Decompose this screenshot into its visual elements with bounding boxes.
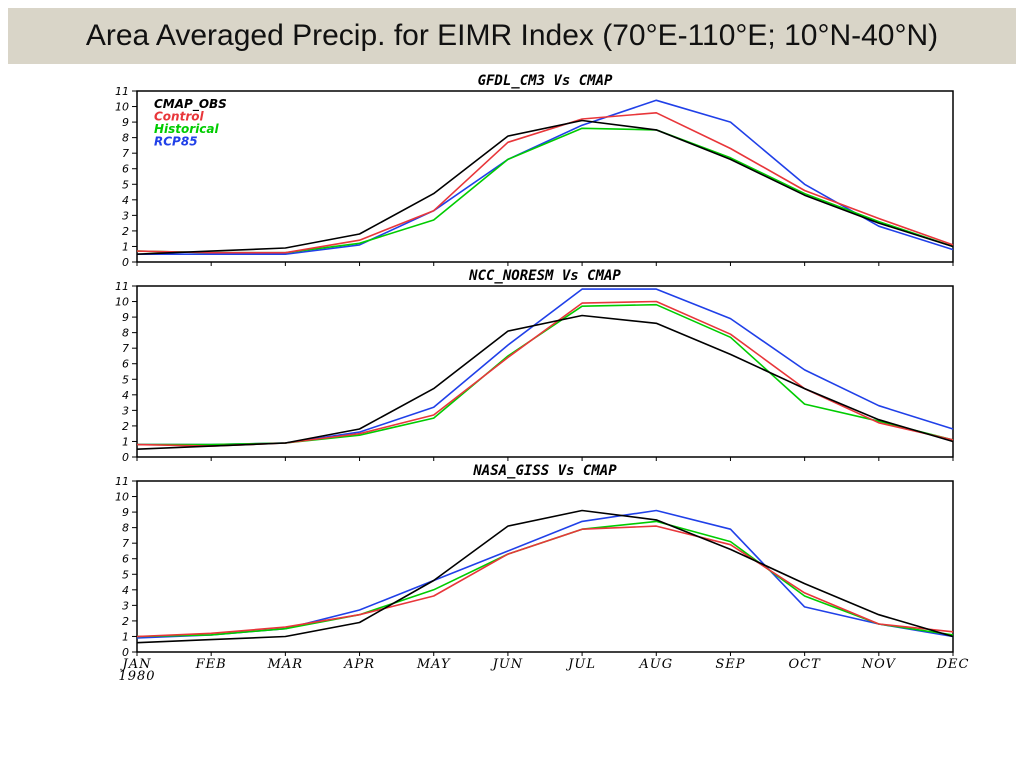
x-year-label: 1980 xyxy=(118,669,155,684)
y-tick-label: 0 xyxy=(122,256,129,269)
legend-entry-control: Control xyxy=(154,110,204,124)
y-tick-label: 6 xyxy=(122,553,129,566)
y-tick-label: 5 xyxy=(122,373,129,386)
x-tick-label: APR xyxy=(343,657,375,672)
y-tick-label: 11 xyxy=(115,475,129,488)
series-line-rcp85 xyxy=(136,509,954,639)
plot-frame xyxy=(136,285,954,458)
legend-entry-rcp85: RCP85 xyxy=(154,135,198,149)
x-tick-label: MAR xyxy=(267,657,304,672)
y-tick-label: 6 xyxy=(122,358,129,371)
x-tick-label: SEP xyxy=(715,657,745,672)
y-tick-label: 7 xyxy=(122,342,129,355)
chart-title: NASA_GISS Vs CMAP xyxy=(472,463,617,479)
y-tick-label: 2 xyxy=(122,225,129,238)
y-tick-label: 10 xyxy=(115,491,129,504)
y-tick-label: 3 xyxy=(122,599,129,612)
y-tick-label: 6 xyxy=(122,163,129,176)
series-line-control xyxy=(136,525,954,638)
y-tick-label: 9 xyxy=(122,506,129,519)
y-tick-label: 1 xyxy=(122,240,129,253)
chart-panel-2: NCC_NORESM Vs CMAP 0 1 2 3 4 5 6 7 8 9 10 11 xyxy=(115,268,954,464)
x-tick-label: OCT xyxy=(788,657,821,672)
series-line-control xyxy=(136,112,954,254)
y-tick-label: 4 xyxy=(122,389,129,402)
y-tick-label: 4 xyxy=(122,194,129,207)
y-tick-label: 9 xyxy=(122,311,129,324)
series-line-historical xyxy=(137,303,954,446)
chart-panel-1: GFDL_CM3 Vs CMAP 0 1 2 3 4 5 6 7 8 9 10 11 CMAP_OBSCo… xyxy=(115,73,954,269)
series-line-cmap-obs xyxy=(136,509,954,644)
legend-entry-cmap-obs: CMAP_OBS xyxy=(154,97,227,112)
y-tick-label: 10 xyxy=(115,296,129,309)
series-line-cmap-obs xyxy=(136,119,954,255)
series-line-rcp85 xyxy=(137,288,954,446)
y-tick-label: 11 xyxy=(115,280,129,293)
plot-frame xyxy=(136,480,954,653)
legend-entry-historical: Historical xyxy=(154,122,220,136)
y-tick-label: 0 xyxy=(122,646,129,659)
y-tick-label: 5 xyxy=(122,178,129,191)
series-line-historical xyxy=(136,520,954,638)
y-tick-label: 11 xyxy=(115,85,129,98)
y-tick-label: 8 xyxy=(122,132,129,145)
y-tick-label: 3 xyxy=(122,404,129,417)
x-tick-label: JUL xyxy=(565,657,596,672)
y-tick-label: 2 xyxy=(122,615,129,628)
series-line-rcp85 xyxy=(137,99,954,255)
y-tick-label: 9 xyxy=(122,116,129,129)
y-tick-label: 7 xyxy=(122,537,129,550)
y-tick-label: 4 xyxy=(122,584,129,597)
y-tick-label: 3 xyxy=(122,209,129,222)
x-tick-label: NOV xyxy=(861,657,897,672)
chart-panel-3: NASA_GISS Vs CMAP 0 1 2 3 4 5 6 7 8 9 10 11 JAN FEB MAR… xyxy=(115,463,970,684)
x-tick-label: FEB xyxy=(195,657,227,672)
y-tick-label: 0 xyxy=(122,451,129,464)
x-tick-label: MAY xyxy=(416,657,451,672)
y-tick-label: 10 xyxy=(115,101,129,114)
y-tick-label: 8 xyxy=(122,327,129,340)
y-tick-label: 2 xyxy=(122,420,129,433)
y-tick-label: 1 xyxy=(122,630,129,643)
y-tick-label: 5 xyxy=(122,568,129,581)
series-line-cmap-obs xyxy=(136,314,954,450)
x-tick-label: JAN xyxy=(120,657,152,672)
series-line-historical xyxy=(136,127,954,254)
y-tick-label: 8 xyxy=(122,522,129,535)
chart-title: NCC_NORESM Vs CMAP xyxy=(468,268,621,284)
x-tick-label: JUN xyxy=(490,657,524,672)
chart-title: GFDL_CM3 Vs CMAP xyxy=(478,73,613,89)
plot-frame xyxy=(136,90,954,263)
x-tick-label: AUG xyxy=(638,657,673,672)
slide-title-bar: Area Averaged Precip. for EIMR Index (70… xyxy=(8,8,1016,64)
slide-title: Area Averaged Precip. for EIMR Index (70… xyxy=(85,19,939,52)
y-tick-label: 7 xyxy=(122,147,129,160)
x-tick-label: DEC xyxy=(936,657,970,672)
y-tick-label: 1 xyxy=(122,435,129,448)
